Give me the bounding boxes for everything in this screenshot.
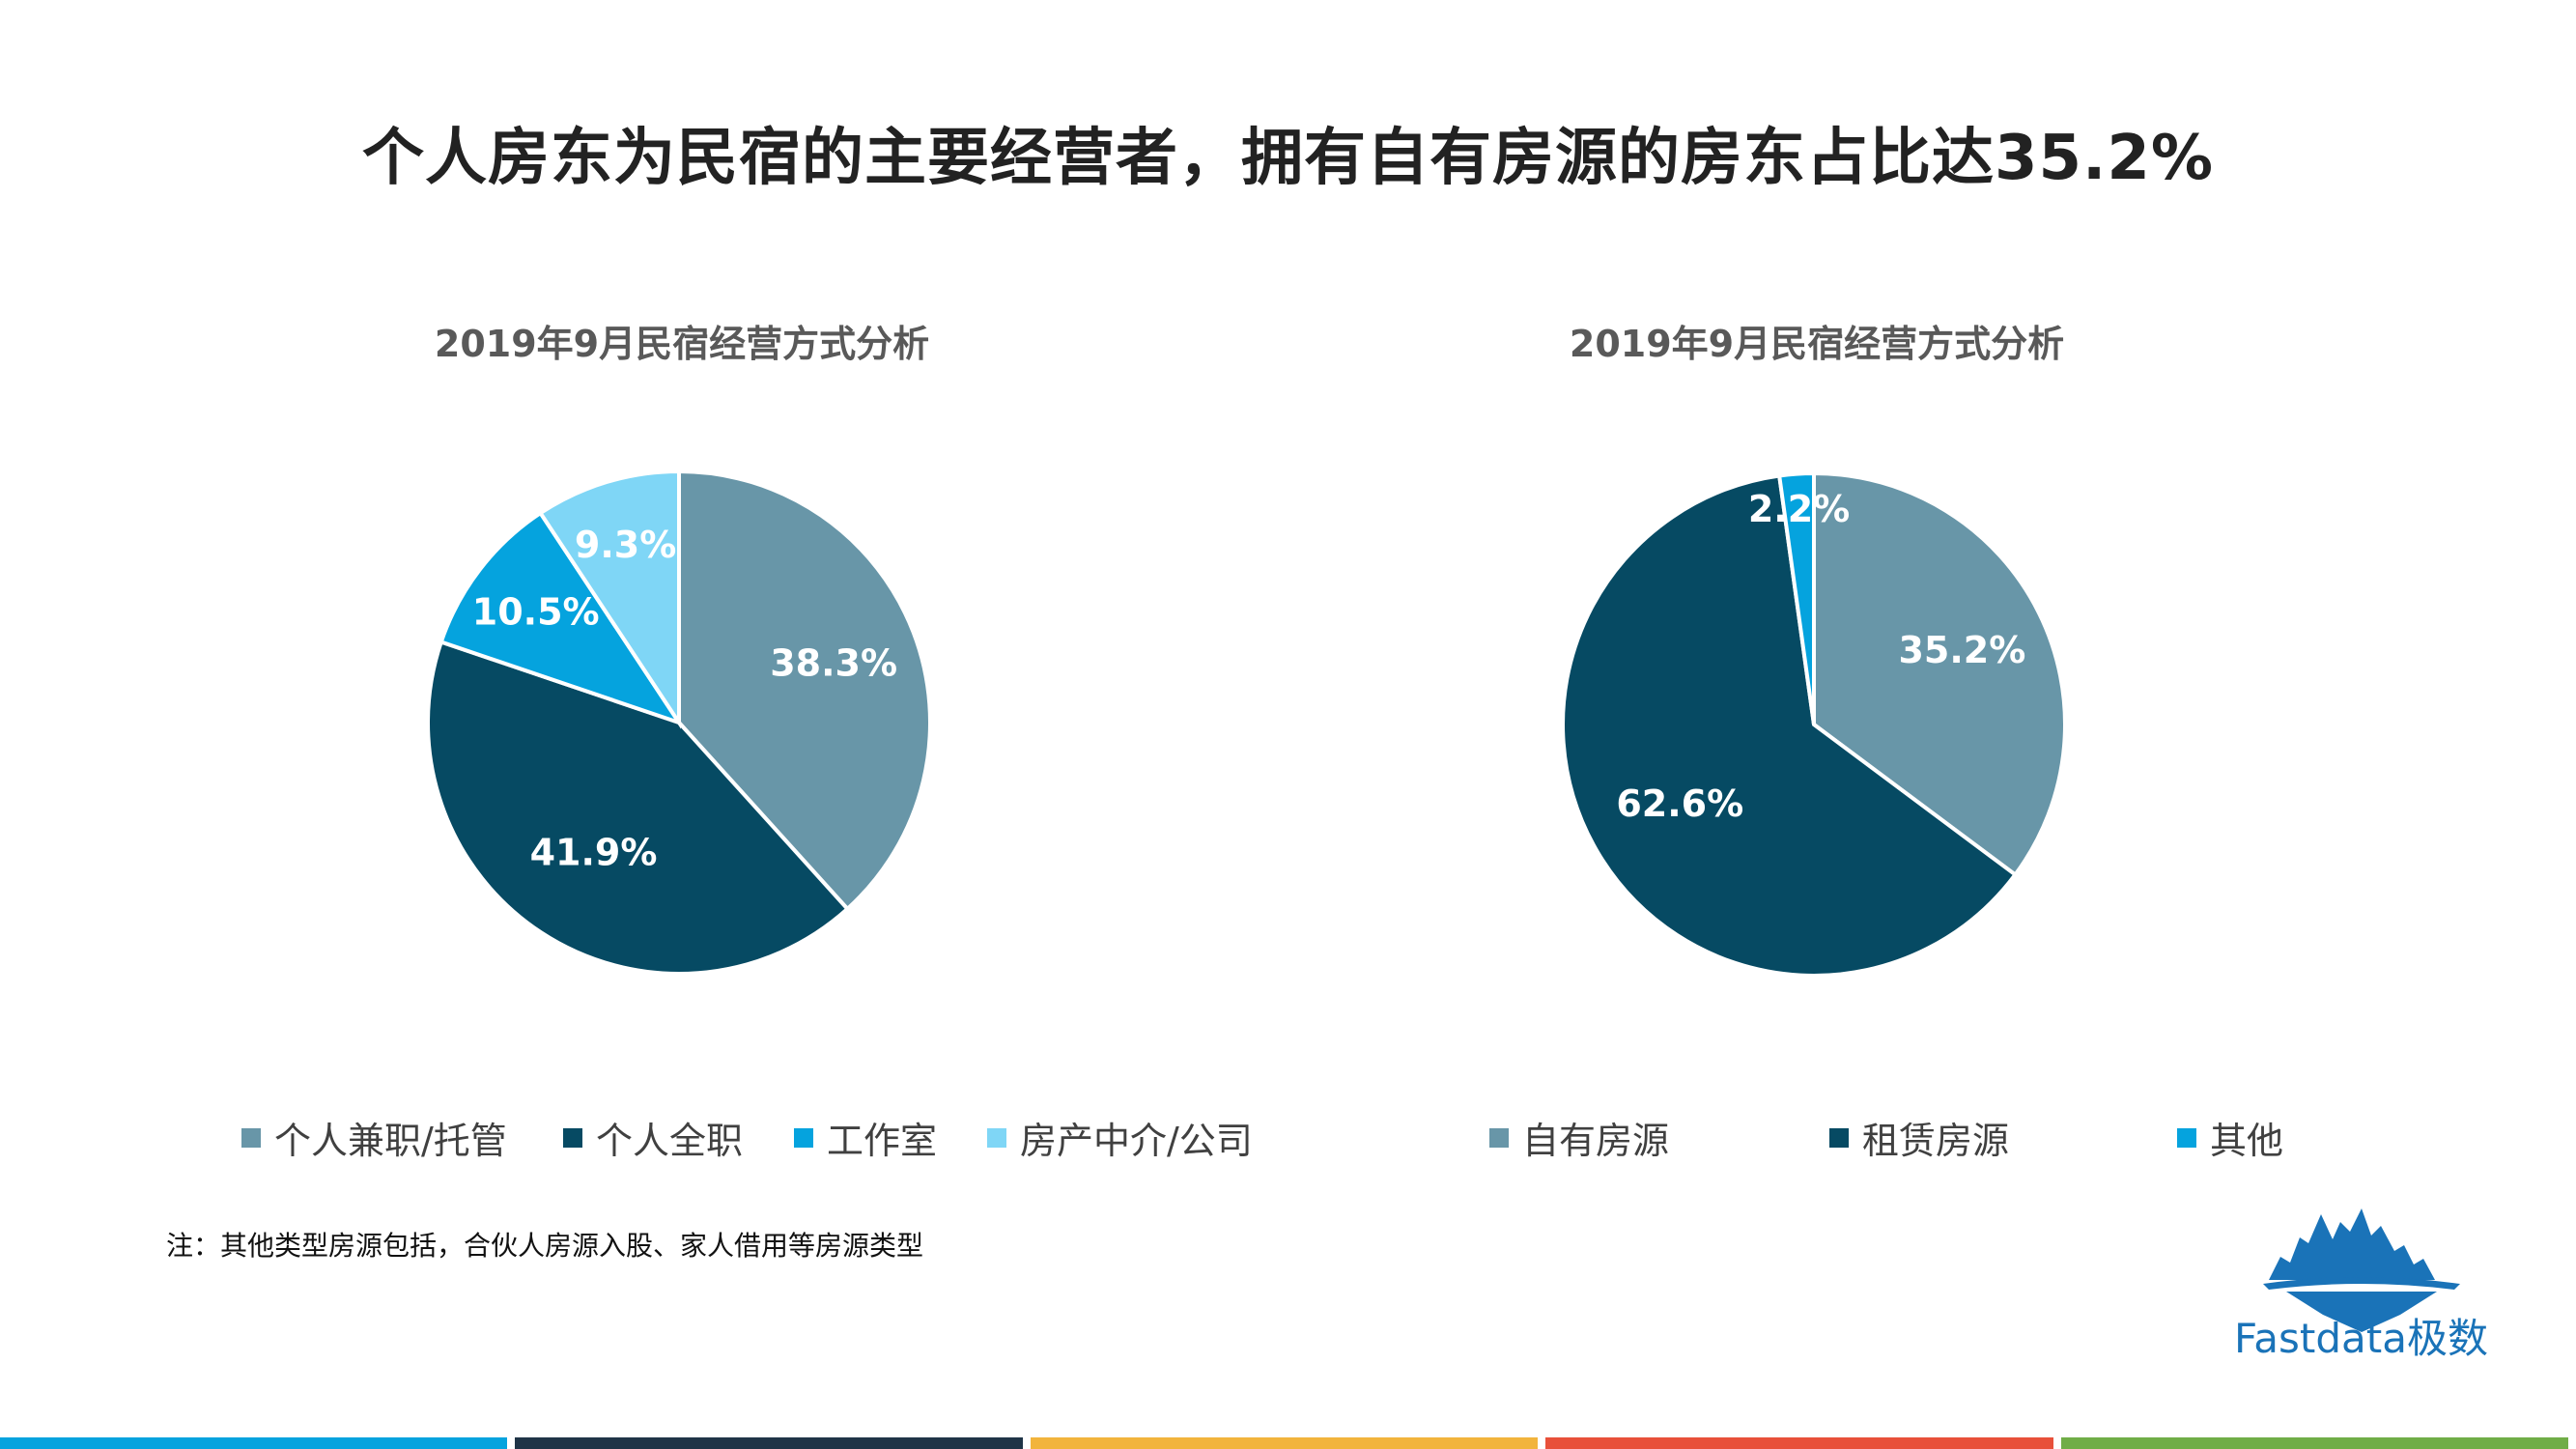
legend-item-0: 自有房源 <box>1489 1111 1669 1164</box>
data-label-2: 2.2% <box>1748 488 1850 530</box>
pie-chart-housing-source: 35.2% 62.6% 2.2% <box>1561 470 2067 978</box>
legend-item-0: 个人兼职/托管 <box>241 1111 507 1164</box>
page-title: 个人房东为民宿的主要经营者，拥有自有房源的房东占比达35.2% <box>361 123 2215 194</box>
legend-swatch <box>794 1127 813 1148</box>
footer-bar-segment <box>2060 1437 2568 1449</box>
legend-item-1: 租赁房源 <box>1829 1111 2009 1164</box>
footer-bar-segment <box>1545 1437 2053 1449</box>
iceberg-logo-icon <box>2263 1208 2460 1332</box>
logo-text: Fastdata极数 <box>2234 1315 2488 1362</box>
pie-slice-2 <box>439 510 684 726</box>
pie-slice-1 <box>426 639 851 976</box>
pie-slice-1 <box>1561 473 2019 978</box>
legend-item-3: 房产中介/公司 <box>987 1111 1253 1164</box>
data-label-3: 9.3% <box>575 524 676 566</box>
pie-slice-0 <box>677 469 932 912</box>
data-label-0: 38.3% <box>770 641 897 684</box>
legend-swatch <box>987 1127 1006 1148</box>
legend-swatch <box>1489 1127 1509 1148</box>
legend-label: 房产中介/公司 <box>1020 1120 1253 1162</box>
footnote: 注：其他类型房源包括，合伙人房源入股、家人借用等房源类型 <box>166 1230 924 1262</box>
pie-slice-3 <box>537 469 681 729</box>
data-label-1: 41.9% <box>530 832 658 874</box>
pie-slice-2 <box>1776 470 1816 725</box>
data-label-2: 10.5% <box>472 591 600 634</box>
legend-swatch <box>241 1127 261 1148</box>
data-label-0: 35.2% <box>1898 629 2025 671</box>
legend-label: 其他 <box>2210 1120 2284 1162</box>
legend-label: 租赁房源 <box>1862 1120 2010 1162</box>
legend-label: 自有房源 <box>1522 1120 1670 1162</box>
legend-label: 个人兼职/托管 <box>274 1120 507 1162</box>
footer-bar-segment <box>0 1437 508 1449</box>
footer-bar-segment <box>515 1437 1023 1449</box>
legend-label: 工作室 <box>827 1120 938 1162</box>
legend-swatch <box>2177 1127 2196 1148</box>
pie-slice-0 <box>1812 470 2067 878</box>
chart-title-right: 2019年9月民宿经营方式分析 <box>1569 323 2065 365</box>
data-label-1: 62.6% <box>1616 782 1743 825</box>
legend-item-1: 个人全职 <box>563 1111 743 1164</box>
pie-chart-operation-mode: 38.3% 41.9% 10.5% 9.3% <box>426 469 932 976</box>
legend-swatch <box>1829 1127 1849 1148</box>
legend-label: 个人全职 <box>596 1120 744 1162</box>
footer-bar-segment <box>1030 1437 1539 1449</box>
chart-title-left: 2019年9月民宿经营方式分析 <box>434 323 930 365</box>
legend-item-2: 工作室 <box>794 1111 937 1164</box>
legend-item-2: 其他 <box>2177 1111 2283 1164</box>
legend-swatch <box>563 1127 582 1148</box>
